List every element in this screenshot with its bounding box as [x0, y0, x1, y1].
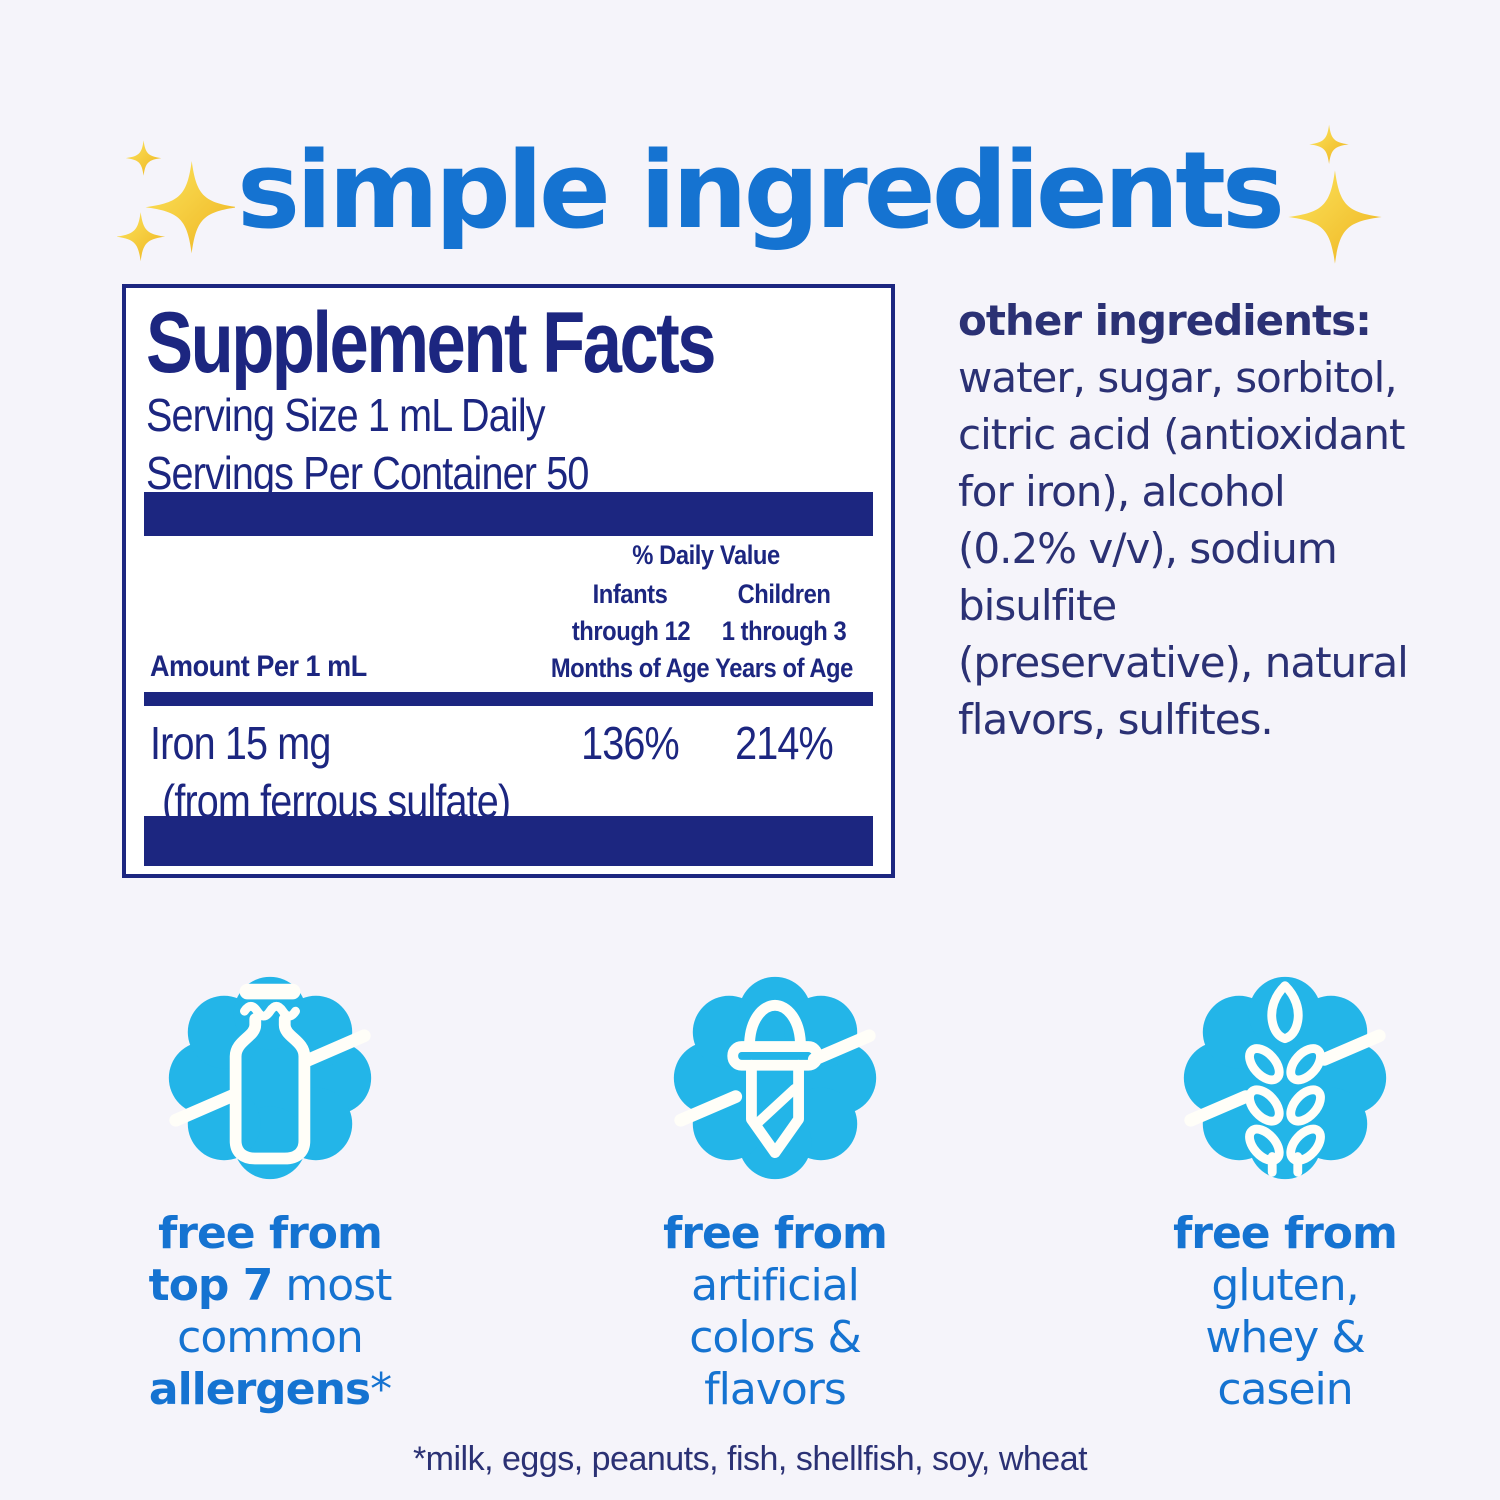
serving-size: Serving Size 1 mL Daily	[146, 389, 546, 441]
slash-lines	[169, 1029, 371, 1127]
allergen-footnote: *milk, eggs, peanuts, fish, shellfish, s…	[412, 1440, 1088, 1478]
divider-bar-thin	[144, 692, 873, 706]
col-children-line2: 1 through 3	[721, 616, 847, 646]
page-title: simple ingredients	[236, 129, 1285, 253]
supplement-facts-heading: Supplement Facts	[146, 295, 716, 391]
badge-allergen-free: free from top 7 most common allergens*	[90, 968, 450, 1416]
nutrient-dv-infants: 136%	[581, 717, 680, 769]
other-ingredients-heading: other ingredients:	[958, 296, 1372, 345]
badge-allergen-label: free from top 7 most common allergens*	[148, 1208, 393, 1415]
divider-bar-bottom	[144, 816, 873, 866]
nutrient-name: Iron 15 mg	[150, 717, 331, 769]
milk-bottle-icon	[168, 976, 372, 1180]
col-infants-line2: through 12	[571, 616, 691, 646]
sparkles-right-icon	[1288, 124, 1382, 264]
slash-lines	[1184, 1029, 1386, 1127]
nutrient-dv-children: 214%	[735, 717, 834, 769]
other-ingredients-body: water, sugar, sorbitol, citric acid (ant…	[958, 353, 1409, 744]
badge-no-artificial-label: free from artificial colors & flavors	[663, 1208, 888, 1415]
other-ingredients: other ingredients: water, sugar, sorbito…	[958, 292, 1410, 748]
col-children-line1: Children	[737, 579, 831, 609]
wheat-icon	[1183, 976, 1387, 1180]
divider-bar-top	[144, 492, 873, 536]
badge-no-artificial: free from artificial colors & flavors	[595, 968, 955, 1416]
title-row: simple ingredients	[0, 40, 1500, 341]
supplement-facts-panel: Supplement Facts Serving Size 1 mL Daily…	[122, 284, 895, 878]
badge-gluten-free: free from gluten, whey & casein	[1105, 968, 1465, 1416]
amount-per-label: Amount Per 1 mL	[150, 650, 367, 683]
servings-per-container: Servings Per Container 50	[146, 447, 589, 499]
daily-value-header: % Daily Value	[632, 540, 780, 570]
badge-flower-shape	[1183, 976, 1387, 1180]
col-infants-line3: Months of Age	[550, 653, 710, 683]
col-infants-line1: Infants	[592, 579, 668, 609]
badge-gluten-free-label: free from gluten, whey & casein	[1173, 1208, 1398, 1415]
slash-lines	[674, 1029, 876, 1127]
sparkles-left-icon	[116, 140, 235, 262]
dropper-icon	[673, 976, 877, 1180]
col-children-line3: Years of Age	[715, 653, 853, 683]
